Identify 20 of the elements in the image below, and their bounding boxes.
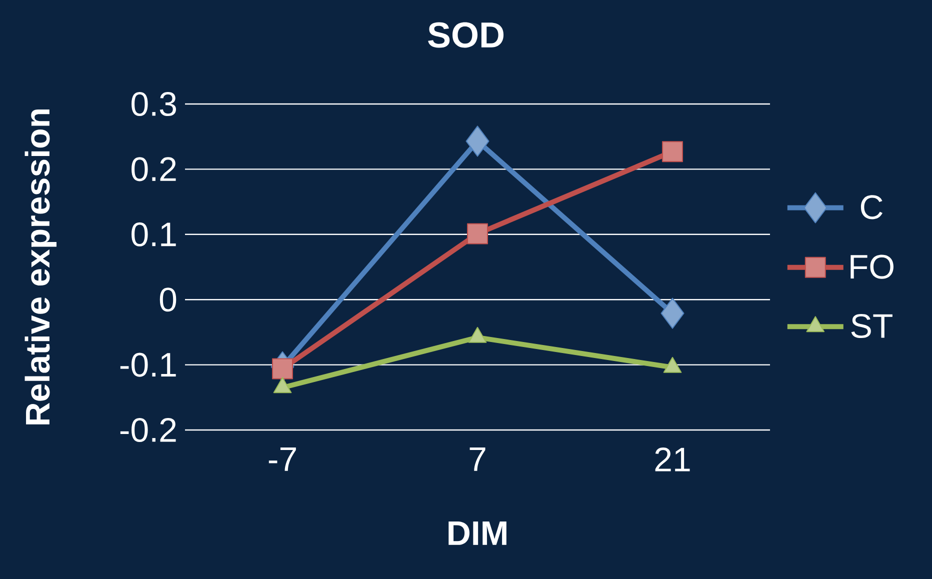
y-tick-label: 0.1 [132,222,176,246]
point [272,358,294,380]
legend-label: FO [850,254,894,279]
legend-label: ST [851,314,892,338]
x-tick-label: 7 [470,448,486,471]
point [662,141,684,162]
chart-title: SOD [428,22,504,48]
point [660,298,684,329]
x-tick-label: 21 [655,448,690,472]
y-tick-label: -0.1 [120,352,176,377]
y-axis-title: Relative expression [24,109,56,424]
y-tick-label: -0.2 [120,418,176,442]
point [467,223,488,244]
x-axis-title: DIM [448,522,506,545]
y-tick-label: 0.3 [132,92,176,116]
y-tick-label: 0.2 [132,157,176,182]
y-tick-label: 0 [160,288,176,312]
legend-label: C [860,195,882,220]
x-tick-label: -7 [268,448,296,471]
point [466,126,490,157]
